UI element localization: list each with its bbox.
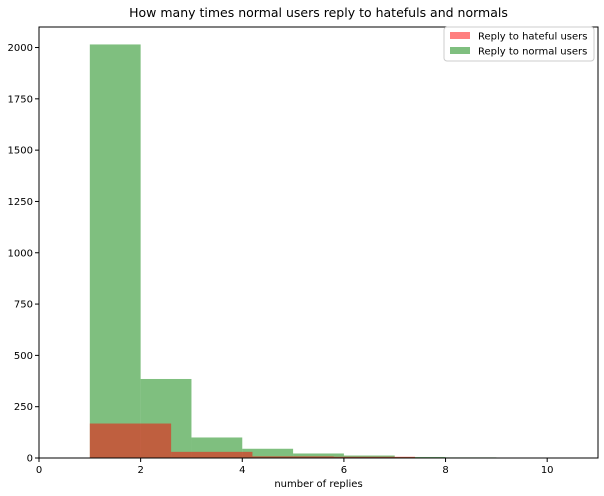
y-tick-label: 750 [14,300,33,311]
y-tick-label: 250 [14,402,33,413]
bar-normal-5 [343,455,395,458]
bar-hateful-0 [89,423,172,458]
bar-hateful-2 [252,456,334,458]
bar-normal-0 [89,44,141,458]
x-tick-label: 0 [36,465,42,476]
bar-normal-4 [293,453,344,458]
normal-series-bars [89,44,598,458]
y-tick-label: 1750 [8,94,33,105]
x-tick-label: 8 [442,465,448,476]
legend: Reply to hateful users Reply to normal u… [443,26,595,62]
legend-box [443,26,595,62]
y-tick-label: 1500 [8,146,33,157]
legend-label-normal: Reply to normal users [478,47,587,58]
x-tick-label: 4 [239,465,245,476]
legend-label-hateful: Reply to hateful users [478,32,587,43]
x-axis: 0 2 4 6 8 10 [36,458,554,476]
chart-title: How many times normal users reply to hat… [129,5,508,20]
x-axis-label: number of replies [274,479,362,490]
y-axis: 0 250 500 750 1000 1250 1500 1750 2000 [8,43,39,465]
legend-swatch-hateful [450,32,470,39]
y-tick-label: 1250 [8,197,33,208]
legend-swatch-normal [450,47,470,54]
y-tick-label: 2000 [8,43,33,54]
y-tick-label: 0 [27,454,33,465]
x-tick-label: 6 [341,465,347,476]
x-tick-label: 10 [541,465,554,476]
bar-hateful-1 [171,451,253,458]
y-tick-label: 500 [14,351,33,362]
x-tick-label: 2 [137,465,143,476]
bar-hateful-3 [333,456,416,458]
bar-normal-6 [394,456,446,458]
bar-normal-3 [242,448,294,458]
hateful-series-bars [89,423,598,458]
y-tick-label: 1000 [8,248,33,259]
plot-frame [38,26,599,459]
